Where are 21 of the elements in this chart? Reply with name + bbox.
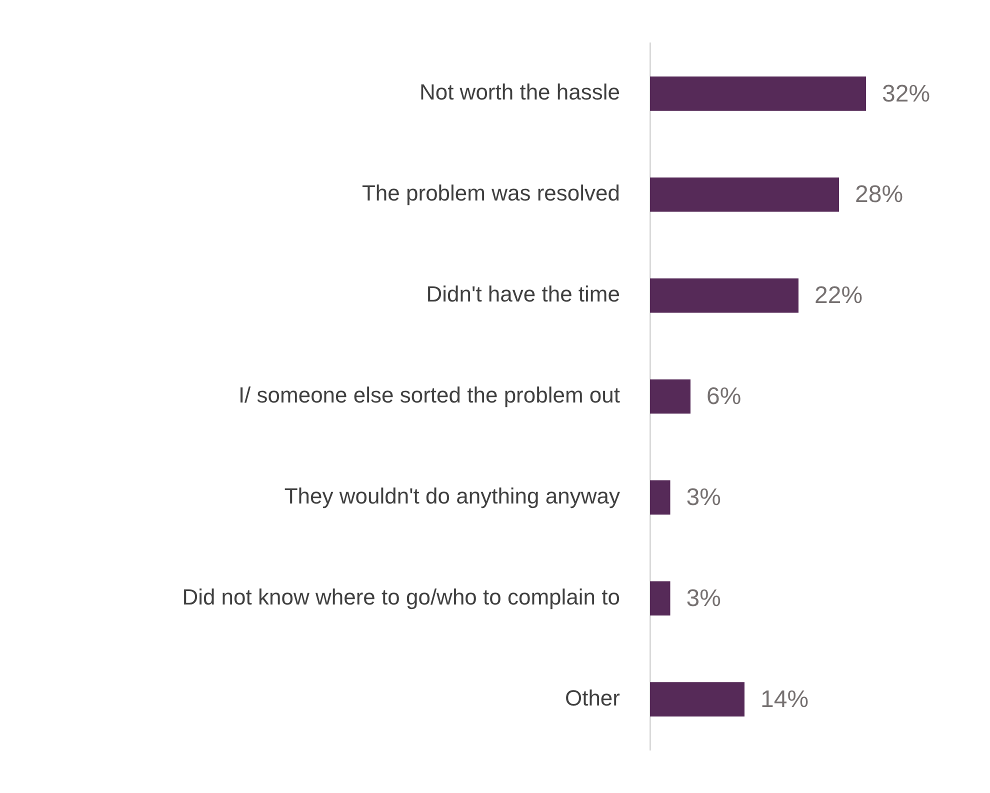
data-label: 3%	[686, 484, 721, 512]
bar	[650, 581, 670, 616]
data-label: 28%	[855, 181, 904, 208]
y-tick-label: They wouldn't do anything anyway	[284, 484, 620, 509]
bar	[650, 76, 866, 111]
bar	[650, 480, 670, 515]
y-tick-label: I/ someone else sorted the problem out	[238, 382, 620, 408]
bar	[650, 177, 839, 212]
y-tick-label: Not worth the hassle	[419, 80, 620, 105]
data-label: 14%	[760, 686, 809, 713]
y-tick-label: The problem was resolved	[362, 180, 620, 206]
data-label: 3%	[686, 585, 721, 612]
data-label: 32%	[882, 80, 930, 108]
bar	[650, 278, 798, 313]
y-tick-label: Other	[564, 685, 620, 710]
y-tick-label: Didn't have the time	[426, 282, 620, 307]
data-label: 6%	[706, 383, 742, 410]
bar	[650, 379, 690, 414]
y-tick-label: Did not know where to go/who to complain to	[182, 584, 620, 610]
bar	[650, 682, 744, 716]
data-label: 22%	[814, 282, 863, 310]
